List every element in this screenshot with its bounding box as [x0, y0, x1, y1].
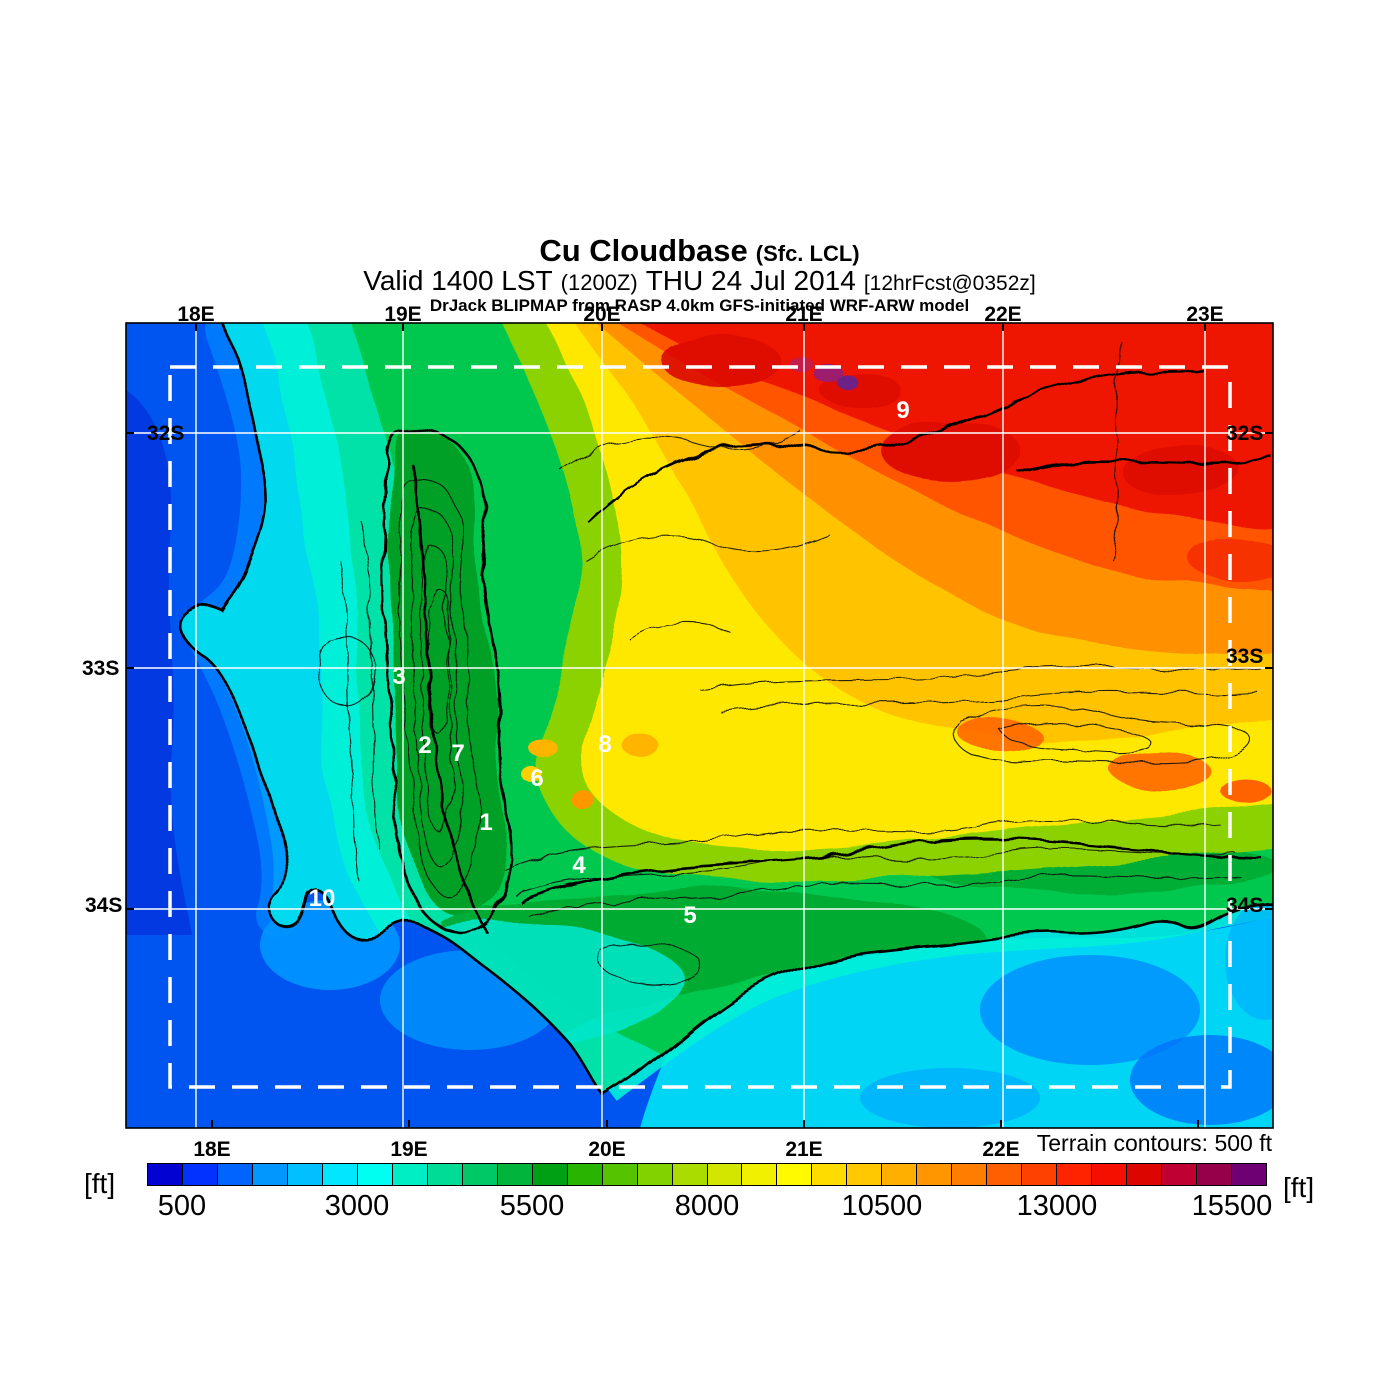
- colorbar-segment: [707, 1164, 743, 1185]
- site-marker: 3: [392, 663, 405, 690]
- forecast-run-tag: [12hrFcst@0352z]: [863, 272, 1036, 295]
- valid-time-utc: (1200Z): [560, 270, 638, 295]
- colorbar-segment: [637, 1164, 673, 1185]
- valid-time: Valid 1400 LST: [363, 265, 553, 296]
- colorbar-segment: [567, 1164, 603, 1185]
- colorbar-tick-label: 13000: [1016, 1190, 1098, 1222]
- axis-ticks: [126, 323, 1273, 1128]
- site-marker: 2: [418, 732, 431, 759]
- lon-label-top: 20E: [583, 303, 620, 326]
- colorbar-segment: [252, 1164, 288, 1185]
- lat-label-right: 33S: [1226, 645, 1263, 668]
- colorbar-segment: [1162, 1164, 1198, 1185]
- colorbar-segment: [1232, 1164, 1266, 1185]
- site-marker: 5: [683, 902, 696, 929]
- site-marker: 8: [598, 731, 611, 758]
- colorbar-segment: [357, 1164, 393, 1185]
- colorbar-segment: [672, 1164, 708, 1185]
- colorbar-unit-right: [ft]: [1283, 1172, 1315, 1203]
- colorbar-tick-label: 3000: [324, 1190, 390, 1222]
- colorbar-segment: [497, 1164, 533, 1185]
- colorbar-segment: [427, 1164, 463, 1185]
- model-line: DrJack BLIPMAP from RASP 4.0km GFS-initi…: [429, 296, 970, 315]
- colorbar-segment: [602, 1164, 638, 1185]
- axis-labels: 18E 19E 20E 21E 22E 23E 18E 19E 20E 21E 22E 32S 33S 3…: [82, 303, 1263, 1161]
- colorbar-segment: [987, 1164, 1023, 1185]
- site-marker: 10: [309, 885, 336, 912]
- lon-label-bottom: 21E: [785, 1138, 822, 1161]
- lon-label-top: 18E: [177, 303, 214, 326]
- colorbar-segment: [847, 1164, 883, 1185]
- colorbar-segment: [182, 1164, 218, 1185]
- map-border: [125, 322, 1274, 1129]
- colorbar-segment: [1127, 1164, 1163, 1185]
- colorbar-segment: [742, 1164, 778, 1185]
- lon-label-bottom: 20E: [588, 1138, 625, 1161]
- colorbar: [147, 1163, 1267, 1186]
- lon-label-top: 22E: [984, 303, 1021, 326]
- colorbar-segment: [217, 1164, 253, 1185]
- colorbar-segment: [1092, 1164, 1128, 1185]
- lon-label-top: 21E: [785, 303, 822, 326]
- colorbar-segment: [287, 1164, 323, 1185]
- colorbar-segment: [462, 1164, 498, 1185]
- map-plot-area: [126, 323, 1273, 1128]
- colorbar-tick-label: 5500: [499, 1190, 565, 1222]
- colorbar-segment: [917, 1164, 953, 1185]
- colorbar-segment: [777, 1164, 813, 1185]
- lon-label-top: 19E: [384, 303, 421, 326]
- site-marker: 9: [896, 397, 909, 424]
- colorbar-segment: [812, 1164, 848, 1185]
- lat-label-right: 32S: [1226, 422, 1263, 445]
- colorbar-segment: [322, 1164, 358, 1185]
- terrain-contours: [317, 339, 1273, 986]
- colorbar-tick-label: 8000: [674, 1190, 740, 1222]
- lat-label-left: 32S: [147, 422, 184, 445]
- lon-label-bottom: 22E: [982, 1138, 1019, 1161]
- lon-label-bottom: 19E: [390, 1138, 427, 1161]
- colorbar-segment: [1022, 1164, 1058, 1185]
- colorbar-segment: [952, 1164, 988, 1185]
- valid-time-line: Valid 1400 LST (1200Z) THU 24 Jul 2014 [12h…: [126, 265, 1273, 297]
- colorbar-unit-left: [ft]: [84, 1168, 116, 1199]
- terrain-contours-note: Terrain contours: 500 ft: [1036, 1130, 1272, 1156]
- domain-boundary: [168, 365, 1232, 1089]
- valid-date: THU 24 Jul 2014: [645, 265, 856, 296]
- colorbar-segment: [392, 1164, 428, 1185]
- colorbar-segment: [1057, 1164, 1093, 1185]
- title-suffix: (Sfc. LCL): [755, 241, 860, 266]
- lon-label-top: 23E: [1186, 303, 1223, 326]
- colorbar-tick-label: 500: [157, 1190, 207, 1222]
- colorbar-segment: [1197, 1164, 1233, 1185]
- page-title: Cu Cloudbase: [539, 233, 748, 268]
- latlon-grid: [126, 323, 1273, 1128]
- colorbar-tick-label: 15500: [1191, 1190, 1273, 1222]
- colorbar-tick-label: 10500: [841, 1190, 923, 1222]
- title-line: Cu Cloudbase (Sfc. LCL): [126, 233, 1273, 269]
- site-marker: 7: [451, 740, 464, 767]
- colorbar-segment: [148, 1164, 183, 1185]
- colorbar-segment: [882, 1164, 918, 1185]
- lat-label-left: 34S: [85, 894, 122, 917]
- site-marker: 4: [572, 852, 586, 879]
- lon-label-bottom: 18E: [193, 1138, 230, 1161]
- lat-label-left: 33S: [82, 657, 119, 680]
- site-marker: 1: [479, 809, 492, 836]
- lat-label-right: 34S: [1226, 894, 1263, 917]
- colorbar-segment: [532, 1164, 568, 1185]
- site-marker: 6: [530, 765, 543, 792]
